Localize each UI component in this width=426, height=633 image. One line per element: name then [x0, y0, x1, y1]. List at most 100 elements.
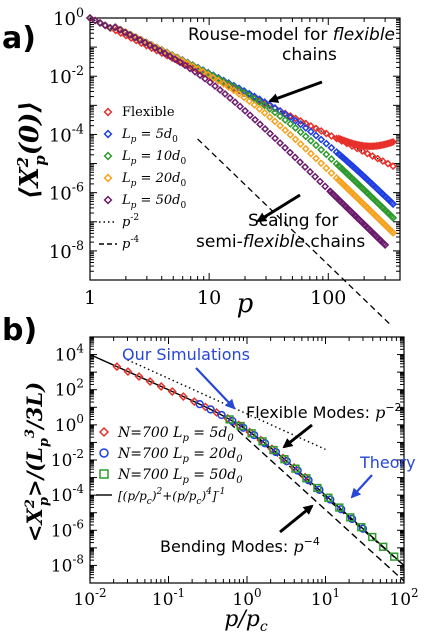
panel-b-legend: N=700 Lp = 5d0 N=700 Lp = 20d0 N=700 Lp = … [96, 425, 243, 507]
panel-a-legend-item: Lp = 10d0 [103, 149, 186, 167]
panel-b-xtick-label: 102 [389, 586, 418, 610]
panel-a-point [321, 182, 330, 191]
panel-a-point [312, 141, 320, 150]
panel-a: a) 1 10 100 100 10-2 10-4 10-6 10-8 Flexible Lp … [2, 5, 401, 325]
panel-b-point [368, 532, 377, 542]
panel-a-point [276, 112, 285, 121]
panel-b-point [167, 387, 177, 396]
annotation-theory: Theory [350, 453, 416, 499]
panel-b-ytick-label: 10-2 [51, 447, 84, 471]
panel-a-point [281, 115, 290, 124]
svg-text:Bending Modes: p−4: Bending Modes: p−4 [160, 535, 320, 556]
panel-b: b) 10-2 10-1 100 101 10210410210010-210-410-… [2, 313, 419, 633]
panel-a-legend-text: Lp = 5d0 [121, 127, 178, 145]
panel-a-legend-item: Lp = 5d0 [103, 127, 178, 145]
annotation-scaling: Scaling for semi-flexible chains [196, 193, 365, 252]
panel-a-point [322, 129, 331, 138]
panel-b-xlabel: p/pc [224, 607, 268, 633]
panel-b-point [225, 415, 234, 424]
panel-a-ytick-label: 10-2 [49, 63, 84, 88]
panel-b-point [123, 367, 133, 377]
panel-a-point [196, 71, 205, 80]
panel-a-point [286, 130, 295, 139]
panel-a-point [235, 89, 243, 98]
panel-a-point [224, 80, 233, 89]
panel-a-point [296, 116, 305, 125]
panel-a-point [226, 94, 235, 102]
panel-a-point [373, 154, 382, 163]
panel-a-legend-text: Lp = 10d0 [121, 149, 186, 167]
panel-a-point [327, 132, 336, 140]
panel-a-point [327, 155, 336, 164]
panel-a-legend-item: Lp = 50d0 [103, 193, 186, 211]
annotation-bending-modes-text: Bending Modes: [160, 537, 293, 556]
annotation-our-simulations-text: Our Simulations [122, 345, 250, 364]
panel-b-point [379, 542, 388, 551]
panel-a-point [316, 177, 325, 186]
annotation-flexible-modes-arrow [282, 423, 313, 449]
panel-b-point [282, 457, 291, 466]
panel-a-point [255, 104, 264, 113]
panel-a-point [245, 97, 254, 106]
annotation-bending-modes-math: p [293, 537, 303, 556]
panel-b-point [217, 410, 226, 420]
panel-a-point [166, 52, 174, 61]
panel-a-xtick-label: 10 [197, 287, 221, 309]
panel-a-point [126, 30, 134, 39]
panel-a-point [381, 240, 390, 249]
panel-a-label: a) [2, 21, 36, 56]
panel-a-point [131, 33, 139, 42]
panel-a-point [327, 169, 336, 178]
panel-a-point [146, 41, 154, 50]
svg-text:<X2p>/(Lp3/3L): <X2p>/(Lp3/3L) [22, 382, 52, 542]
panel-a-series [86, 14, 398, 249]
panel-b-xtick-label: 10-1 [152, 586, 185, 610]
panel-a-point [368, 152, 377, 161]
panel-b-point [293, 466, 302, 475]
panel-a-legend-item: p-2 [99, 213, 139, 230]
panel-a-point [389, 162, 398, 171]
panel-a-point [204, 70, 213, 79]
panel-a-point [240, 88, 249, 97]
panel-a-point [265, 101, 274, 109]
panel-a-point [306, 127, 315, 136]
panel-a-point [301, 119, 310, 128]
panel-b-label: b) [2, 313, 37, 348]
panel-a-point [206, 78, 215, 87]
panel-b-point [206, 405, 215, 414]
panel-a-point [270, 104, 279, 112]
panel-b-ytick-label: 104 [55, 342, 84, 366]
panel-b-legend-text: N=700 Lp = 50d0 [117, 467, 243, 486]
panel-a-legend-item: Lp = 20d0 [103, 171, 186, 189]
panel-b-theory-curve [89, 353, 405, 566]
panel-b-point [337, 505, 346, 514]
panel-b-point [326, 495, 335, 504]
panel-a-point [312, 154, 320, 163]
panel-a-legend-text: Lp = 50d0 [121, 193, 186, 211]
panel-b-legend-marker [98, 426, 110, 438]
annotation-scaling-line1: Scaling for [248, 211, 338, 231]
panel-a-legend-text: Lp = 20d0 [121, 171, 186, 189]
panel-b-point [260, 439, 270, 448]
panel-b-point [315, 485, 324, 494]
panel-a-point [291, 123, 300, 132]
annotation-scaling-line2a: semi- [196, 232, 243, 252]
panel-b-ytick-label: 10-8 [51, 552, 84, 576]
panel-a-point [201, 74, 210, 83]
panel-b-point [302, 474, 311, 483]
annotation-scaling-line2b: chains [305, 232, 365, 252]
panel-a-point [389, 137, 398, 146]
annotation-rouse: Rouse-model for flexible chains [188, 25, 395, 103]
panel-a-point [317, 145, 326, 154]
panel-a-point [281, 143, 290, 152]
panel-b-point [223, 413, 233, 423]
annotation-flexible-modes-sup: −2 [385, 401, 401, 414]
panel-a-ytick-label: 10-8 [49, 238, 84, 263]
panel-a-point [378, 157, 387, 166]
panel-b-point [195, 400, 204, 409]
panel-a-point [151, 43, 159, 52]
annotation-bending-modes-arrow [279, 504, 314, 534]
panel-a-point [235, 85, 243, 94]
panel-a-point [229, 82, 238, 91]
panel-a-point [156, 46, 164, 55]
